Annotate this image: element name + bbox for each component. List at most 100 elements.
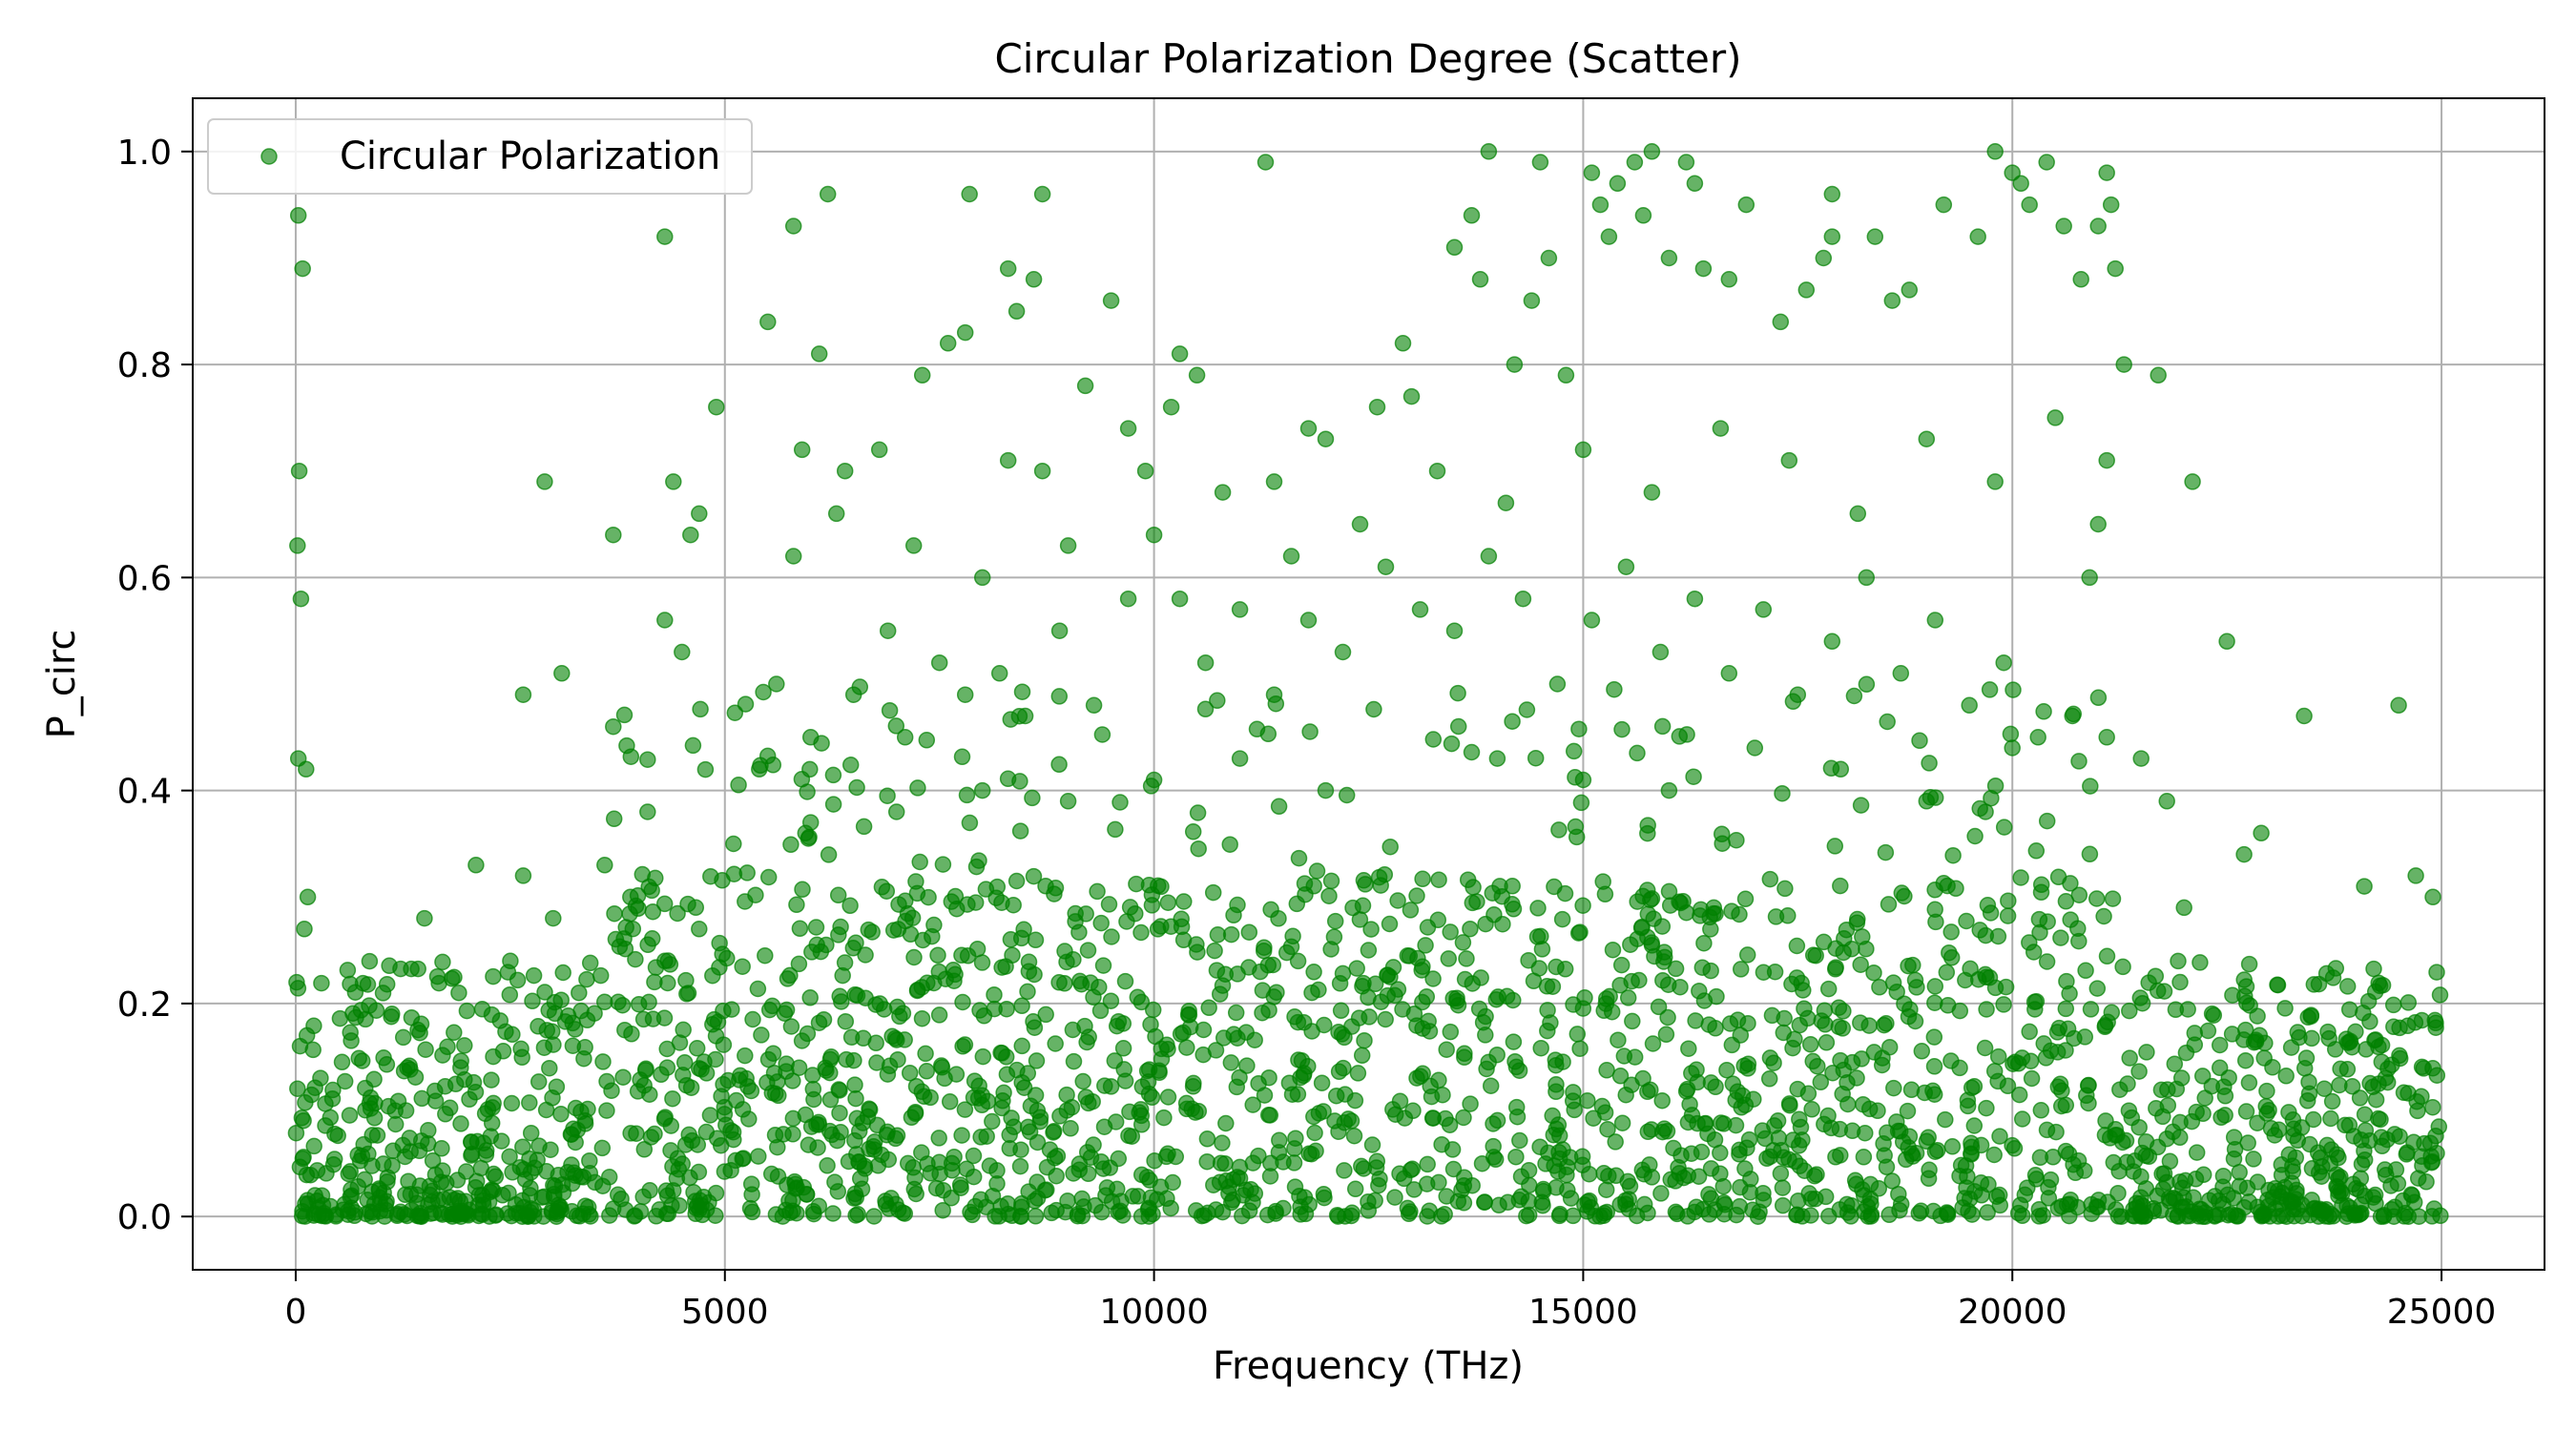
data-point bbox=[1971, 922, 1988, 939]
data-point bbox=[1430, 1071, 1447, 1089]
data-point bbox=[929, 946, 946, 964]
data-point bbox=[1991, 1128, 2008, 1145]
data-point bbox=[658, 1187, 676, 1205]
data-point bbox=[641, 1086, 658, 1103]
data-point bbox=[1485, 1137, 1502, 1155]
data-point bbox=[725, 835, 742, 853]
data-point bbox=[1937, 1110, 1954, 1129]
data-point bbox=[1927, 913, 1944, 931]
data-point bbox=[2374, 976, 2392, 994]
data-point bbox=[1402, 1161, 1420, 1179]
data-point bbox=[2284, 1157, 2301, 1174]
data-point bbox=[1597, 995, 1615, 1012]
data-point bbox=[1162, 398, 1180, 416]
data-point bbox=[2108, 1201, 2125, 1218]
data-point bbox=[1389, 981, 1407, 998]
data-point bbox=[1686, 590, 1704, 608]
data-point bbox=[1769, 1112, 1787, 1130]
data-point bbox=[1657, 1026, 1675, 1044]
data-point bbox=[1520, 1192, 1538, 1210]
data-point bbox=[1688, 1061, 1705, 1079]
data-point bbox=[1694, 1200, 1712, 1218]
data-point bbox=[1362, 921, 1380, 938]
data-point bbox=[919, 1155, 936, 1172]
data-point bbox=[1464, 975, 1482, 992]
data-point bbox=[1046, 1149, 1064, 1167]
data-point bbox=[784, 218, 802, 235]
data-point bbox=[1985, 1063, 2004, 1080]
data-point bbox=[1282, 548, 1300, 565]
data-point bbox=[881, 701, 899, 719]
data-point bbox=[2057, 893, 2075, 910]
data-point bbox=[606, 904, 623, 923]
data-point bbox=[821, 1050, 840, 1068]
data-point bbox=[1832, 1147, 1849, 1164]
data-point bbox=[1561, 1149, 1579, 1166]
data-point bbox=[434, 953, 451, 971]
data-point bbox=[2258, 1082, 2275, 1100]
data-point bbox=[1229, 896, 1246, 914]
data-point bbox=[500, 1184, 517, 1202]
data-point bbox=[1702, 1074, 1720, 1091]
data-point bbox=[1188, 936, 1205, 953]
data-point bbox=[1344, 899, 1361, 917]
data-point bbox=[943, 893, 961, 910]
data-point bbox=[2159, 1096, 2177, 1114]
data-point bbox=[2096, 1017, 2114, 1034]
data-point bbox=[1079, 942, 1097, 959]
data-point bbox=[596, 857, 613, 874]
data-point bbox=[1899, 1102, 1917, 1120]
data-point bbox=[2027, 842, 2046, 860]
data-point bbox=[2021, 196, 2038, 214]
data-point bbox=[1594, 873, 1611, 890]
data-point bbox=[1353, 1157, 1370, 1175]
data-point bbox=[833, 993, 850, 1010]
data-point bbox=[2423, 1152, 2441, 1171]
data-point bbox=[1065, 950, 1082, 968]
data-point bbox=[1315, 1103, 1332, 1120]
data-point bbox=[1772, 1165, 1790, 1182]
data-point bbox=[768, 675, 785, 693]
data-point bbox=[289, 537, 306, 554]
data-point bbox=[2188, 1144, 2206, 1161]
data-point bbox=[305, 1017, 322, 1035]
chart-title: Circular Polarization Degree (Scatter) bbox=[994, 35, 1741, 82]
data-point bbox=[403, 960, 420, 978]
data-point bbox=[1106, 1052, 1124, 1069]
data-point bbox=[2370, 1075, 2387, 1092]
data-point bbox=[2038, 953, 2056, 970]
data-point bbox=[1925, 1028, 1943, 1046]
data-point bbox=[1571, 1040, 1589, 1057]
data-point bbox=[1823, 228, 1841, 245]
data-point bbox=[2098, 947, 2116, 965]
data-point bbox=[675, 1067, 692, 1084]
data-point bbox=[1002, 931, 1020, 948]
data-point bbox=[1653, 717, 1672, 736]
data-point bbox=[1196, 700, 1215, 718]
data-point bbox=[913, 1009, 931, 1027]
data-point bbox=[1424, 970, 1442, 987]
data-point bbox=[1285, 1154, 1303, 1172]
data-point bbox=[1985, 1146, 2003, 1164]
data-point bbox=[1028, 1052, 1046, 1069]
data-point bbox=[1776, 880, 1794, 898]
data-point bbox=[378, 975, 396, 993]
data-point bbox=[1146, 1151, 1163, 1170]
data-point bbox=[1488, 750, 1506, 767]
data-point bbox=[918, 732, 936, 749]
data-point bbox=[2399, 994, 2418, 1011]
data-point bbox=[1463, 743, 1481, 761]
data-point bbox=[1679, 1208, 1696, 1225]
data-point bbox=[794, 881, 811, 899]
data-point bbox=[2220, 1068, 2237, 1087]
data-point bbox=[1411, 601, 1429, 618]
data-point bbox=[997, 1048, 1015, 1066]
data-point bbox=[1360, 942, 1378, 959]
data-point bbox=[1238, 1057, 1256, 1074]
data-point bbox=[1260, 1068, 1278, 1087]
data-point bbox=[2102, 196, 2120, 214]
data-point bbox=[1100, 896, 1118, 913]
y-axis-ticks: 0.0 0.2 0.4 0.6 0.8 1.0 bbox=[117, 134, 193, 1237]
data-point bbox=[680, 1126, 697, 1144]
data-point bbox=[1999, 1077, 2017, 1095]
